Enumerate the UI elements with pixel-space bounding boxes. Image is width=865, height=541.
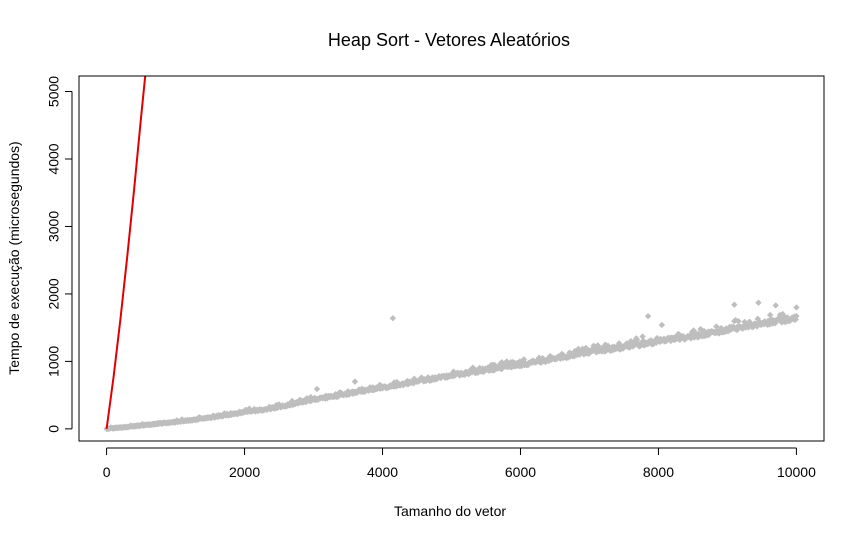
- scatter-point: [518, 362, 526, 370]
- scatter-point: [667, 337, 675, 345]
- scatter-point: [602, 347, 610, 355]
- scatter-point: [541, 356, 548, 364]
- scatter-point: [779, 310, 786, 318]
- y-axis: 0 1000 2000 3000 4000 5000: [46, 76, 73, 433]
- scatter-point: [389, 315, 397, 322]
- x-tick-label: 4000: [367, 464, 398, 480]
- scatter-point: [755, 299, 762, 306]
- scatter-point: [780, 317, 787, 325]
- x-tick-label: 2000: [229, 464, 260, 480]
- scatter-point: [640, 337, 647, 344]
- scatter-point: [731, 301, 738, 308]
- scatter-point: [705, 331, 713, 339]
- scatter-points: [103, 299, 800, 433]
- y-tick-label: 2000: [46, 278, 62, 309]
- scatter-point: [623, 340, 630, 347]
- x-axis-title: Tamanho do vetor: [394, 503, 506, 519]
- x-tick-label: 8000: [643, 464, 674, 480]
- y-tick-label: 3000: [46, 211, 62, 242]
- x-tick-label: 6000: [505, 464, 536, 480]
- scatter-point: [776, 311, 784, 319]
- scatter-point: [644, 312, 652, 320]
- y-tick-label: 0: [46, 425, 62, 433]
- scatter-point: [733, 326, 741, 334]
- scatter-point: [677, 335, 684, 342]
- scatter-point: [697, 325, 704, 333]
- scatter-point: [627, 338, 635, 345]
- scatter-point: [700, 327, 708, 335]
- scatter-point: [793, 304, 800, 311]
- y-axis-title: Tempo de execução (microsegundos): [6, 141, 22, 374]
- y-tick-label: 4000: [46, 143, 62, 174]
- x-tick-label: 10000: [777, 464, 816, 480]
- scatter-point: [658, 321, 666, 329]
- scatter-point: [718, 324, 725, 332]
- scatter-point: [571, 352, 578, 360]
- y-tick-label: 1000: [46, 346, 62, 377]
- scatter-point: [766, 311, 774, 319]
- scatter-point: [772, 302, 779, 309]
- scatter-point: [313, 385, 321, 393]
- scatter-point: [546, 352, 554, 360]
- reference-curve: [105, 76, 147, 429]
- scatter-point: [575, 345, 582, 353]
- scatter-point: [753, 323, 761, 330]
- x-tick-label: 0: [103, 464, 111, 480]
- scatter-point: [639, 333, 646, 340]
- scatter-point: [793, 312, 800, 320]
- scatter-point: [792, 316, 799, 323]
- scatter-point: [715, 330, 723, 337]
- scatter-point: [604, 342, 612, 350]
- reference-curve-line: [105, 76, 147, 429]
- plot-frame: [78, 75, 825, 442]
- scatter-point: [602, 341, 609, 348]
- scatter-point: [732, 316, 739, 324]
- scatter-point: [351, 378, 359, 385]
- scatter-point: [713, 323, 720, 330]
- scatter-point: [771, 320, 779, 327]
- scatter-point: [735, 318, 742, 325]
- scatter-point: [754, 315, 761, 323]
- scatter-point: [590, 342, 597, 349]
- chart-title: Heap Sort - Vetores Aleatórios: [328, 30, 570, 50]
- scatter-point: [537, 359, 545, 366]
- x-axis: 0 2000 4000 6000 8000 10000: [103, 447, 816, 480]
- y-tick-label: 5000: [46, 76, 62, 107]
